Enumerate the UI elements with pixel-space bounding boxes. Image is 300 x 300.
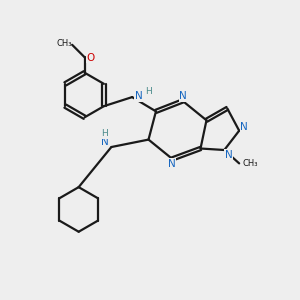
Text: H: H (101, 130, 108, 139)
Text: N: N (168, 159, 176, 169)
Text: H: H (145, 87, 152, 96)
Text: CH₃: CH₃ (243, 160, 258, 169)
Text: O: O (86, 53, 95, 63)
Text: N: N (101, 137, 109, 147)
Text: N: N (179, 91, 187, 101)
Text: N: N (135, 91, 142, 101)
Text: CH₃: CH₃ (56, 39, 72, 48)
Text: N: N (225, 150, 232, 160)
Text: N: N (240, 122, 248, 132)
